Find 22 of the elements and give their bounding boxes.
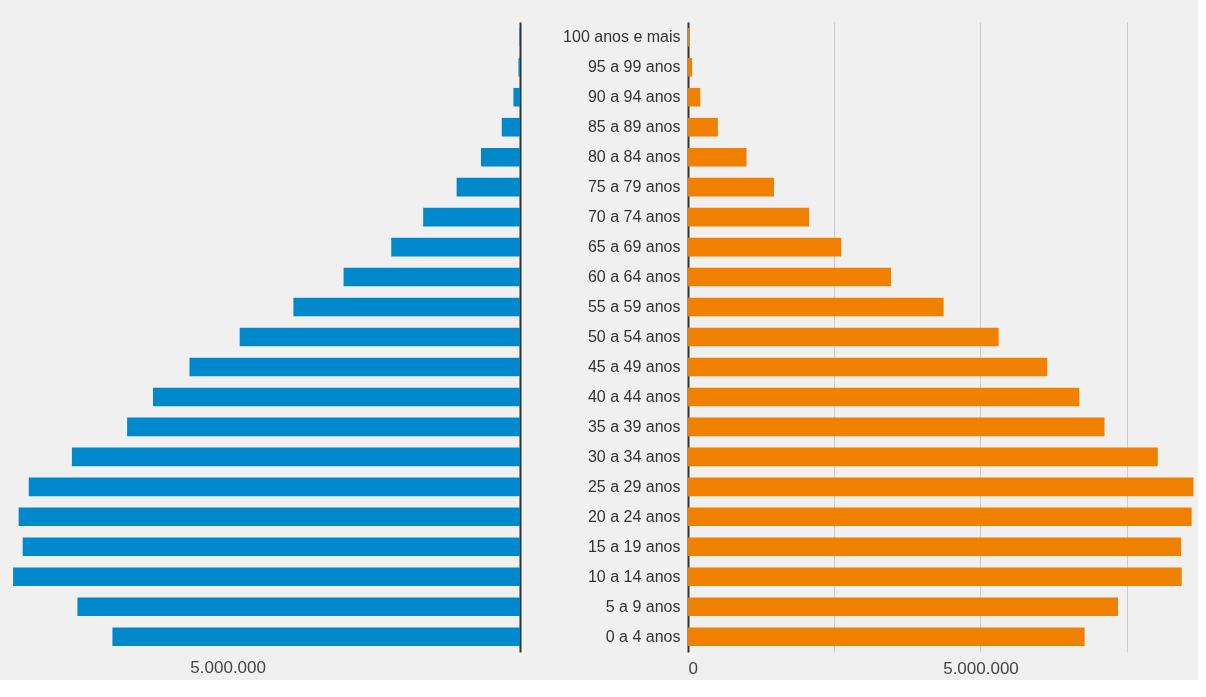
x-tick-label: 0 [688,658,698,678]
y-tick-label: 75 a 79 anos [587,178,681,196]
y-tick-label: 50 a 54 anos [587,328,681,345]
y-tick-label: 55 a 59 anos [587,298,681,316]
y-tick-label: 90 a 94 anos [587,88,681,106]
y-tick-label: 0 a 4 anos [605,627,681,645]
y-tick-label: 5 a 9 anos [605,597,681,615]
y-tick-label: 65 a 69 anos [587,238,681,256]
y-tick-label: 20 a 24 anos [587,507,681,525]
y-tick-label: 100 anos e mais [563,28,681,46]
y-tick-label: 35 a 39 anos [587,417,681,435]
y-tick-label: 60 a 64 anos [587,268,681,286]
y-tick-label: 10 a 14 anos [587,567,681,585]
y-tick-label: 80 a 84 anos [587,148,681,166]
y-tick-label: 25 a 29 anos [587,477,681,495]
y-tick-label: 15 a 19 anos [587,537,681,555]
y-tick-label: 45 a 49 anos [587,357,681,375]
y-tick-label: 85 a 89 anos [587,118,681,136]
y-tick-label: 70 a 74 anos [587,208,681,226]
y-tick-label: 95 a 99 anos [587,58,681,76]
y-tick-label: 40 a 44 anos [587,387,681,405]
y-tick-label: 30 a 34 anos [587,447,681,465]
